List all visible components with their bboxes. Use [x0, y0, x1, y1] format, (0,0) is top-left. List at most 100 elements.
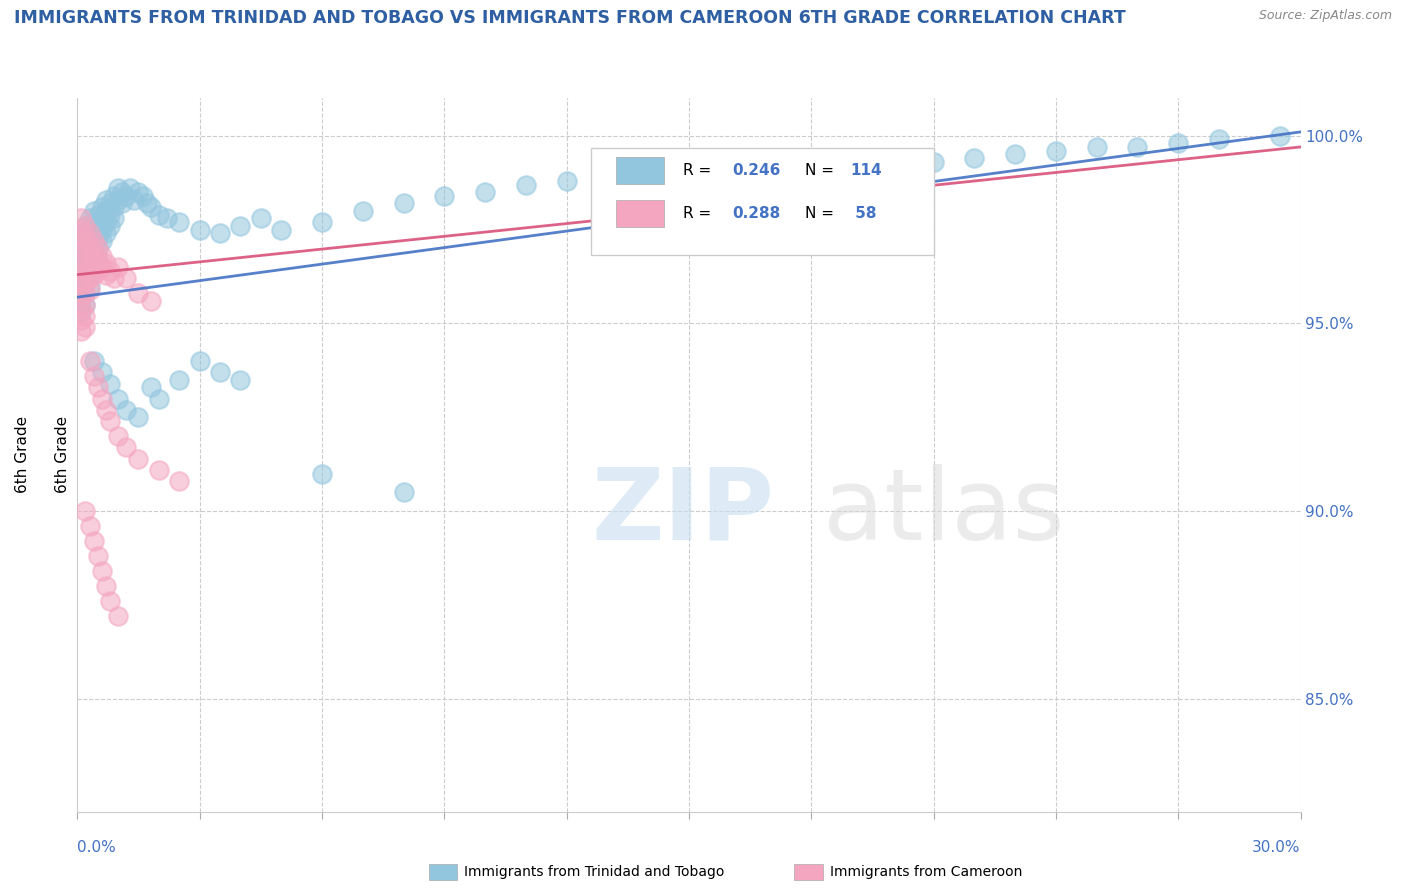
Point	[135, 196, 157, 211]
Point	[98, 594, 121, 608]
Point	[111, 196, 134, 211]
Point	[139, 293, 162, 308]
Point	[98, 376, 121, 391]
Point	[90, 565, 112, 579]
Point	[139, 380, 162, 394]
Point	[87, 549, 110, 564]
Point	[87, 230, 110, 244]
Text: 6th Grade: 6th Grade	[15, 417, 30, 493]
Point	[75, 264, 97, 278]
Point	[392, 196, 415, 211]
Point	[70, 268, 93, 282]
Point	[75, 264, 97, 278]
Point	[433, 188, 456, 202]
Point	[94, 215, 117, 229]
Point	[515, 178, 537, 192]
Point	[229, 219, 252, 233]
Point	[124, 193, 146, 207]
Point	[70, 245, 93, 260]
Point	[107, 181, 129, 195]
Point	[1270, 128, 1292, 143]
Point	[83, 203, 105, 218]
Point	[75, 219, 97, 233]
Point	[70, 211, 93, 226]
Point	[70, 279, 93, 293]
Point	[107, 260, 129, 274]
Point	[352, 203, 374, 218]
Point	[1167, 136, 1189, 151]
Point	[70, 234, 93, 248]
Point	[83, 260, 105, 274]
Text: R =: R =	[683, 163, 716, 178]
Text: R =: R =	[683, 206, 716, 221]
Bar	[616, 157, 665, 184]
Point	[115, 271, 138, 285]
Point	[94, 268, 117, 282]
Point	[98, 414, 121, 428]
Point	[115, 441, 138, 455]
Point	[800, 151, 823, 165]
Point	[83, 215, 105, 229]
Point	[79, 249, 101, 263]
Point	[87, 252, 110, 267]
Point	[115, 188, 138, 202]
Point	[90, 365, 112, 379]
Point	[392, 485, 415, 500]
Point	[94, 579, 117, 593]
Point	[75, 286, 97, 301]
Point	[79, 237, 101, 252]
Point	[75, 298, 97, 312]
Point	[79, 234, 101, 248]
Point	[83, 268, 105, 282]
Point	[139, 200, 162, 214]
Point	[79, 260, 101, 274]
Point	[70, 283, 93, 297]
Bar	[616, 200, 665, 227]
Point	[87, 241, 110, 255]
Point	[718, 159, 741, 173]
Point	[83, 369, 105, 384]
Point	[75, 252, 97, 267]
Point	[83, 227, 105, 241]
Point	[70, 222, 93, 236]
Point	[90, 234, 112, 248]
Point	[229, 373, 252, 387]
Point	[922, 155, 945, 169]
Text: 0.246: 0.246	[731, 163, 780, 178]
Point	[83, 234, 105, 248]
Point	[79, 354, 101, 368]
Point	[156, 211, 179, 226]
Point	[75, 252, 97, 267]
Point	[148, 208, 170, 222]
Point	[311, 215, 333, 229]
Point	[555, 174, 578, 188]
Point	[70, 305, 93, 319]
FancyBboxPatch shape	[591, 148, 934, 255]
Point	[70, 301, 93, 316]
Y-axis label: 6th Grade: 6th Grade	[55, 417, 70, 493]
Point	[250, 211, 273, 226]
Point	[94, 227, 117, 241]
Text: N =: N =	[806, 163, 839, 178]
Point	[963, 151, 986, 165]
Point	[759, 155, 782, 169]
Text: 0.0%: 0.0%	[77, 840, 117, 855]
Point	[98, 219, 121, 233]
Point	[90, 200, 112, 214]
Point	[70, 227, 93, 241]
Point	[637, 166, 659, 180]
Point	[79, 227, 101, 241]
Point	[120, 181, 142, 195]
Point	[169, 373, 191, 387]
Point	[75, 230, 97, 244]
Point	[75, 286, 97, 301]
Point	[209, 365, 232, 379]
Point	[98, 208, 121, 222]
Text: 0.288: 0.288	[731, 206, 780, 221]
Point	[128, 410, 150, 425]
Text: IMMIGRANTS FROM TRINIDAD AND TOBAGO VS IMMIGRANTS FROM CAMEROON 6TH GRADE CORREL: IMMIGRANTS FROM TRINIDAD AND TOBAGO VS I…	[14, 9, 1126, 27]
Point	[1085, 140, 1108, 154]
Point	[107, 193, 129, 207]
Point	[90, 222, 112, 236]
Point	[87, 380, 110, 394]
